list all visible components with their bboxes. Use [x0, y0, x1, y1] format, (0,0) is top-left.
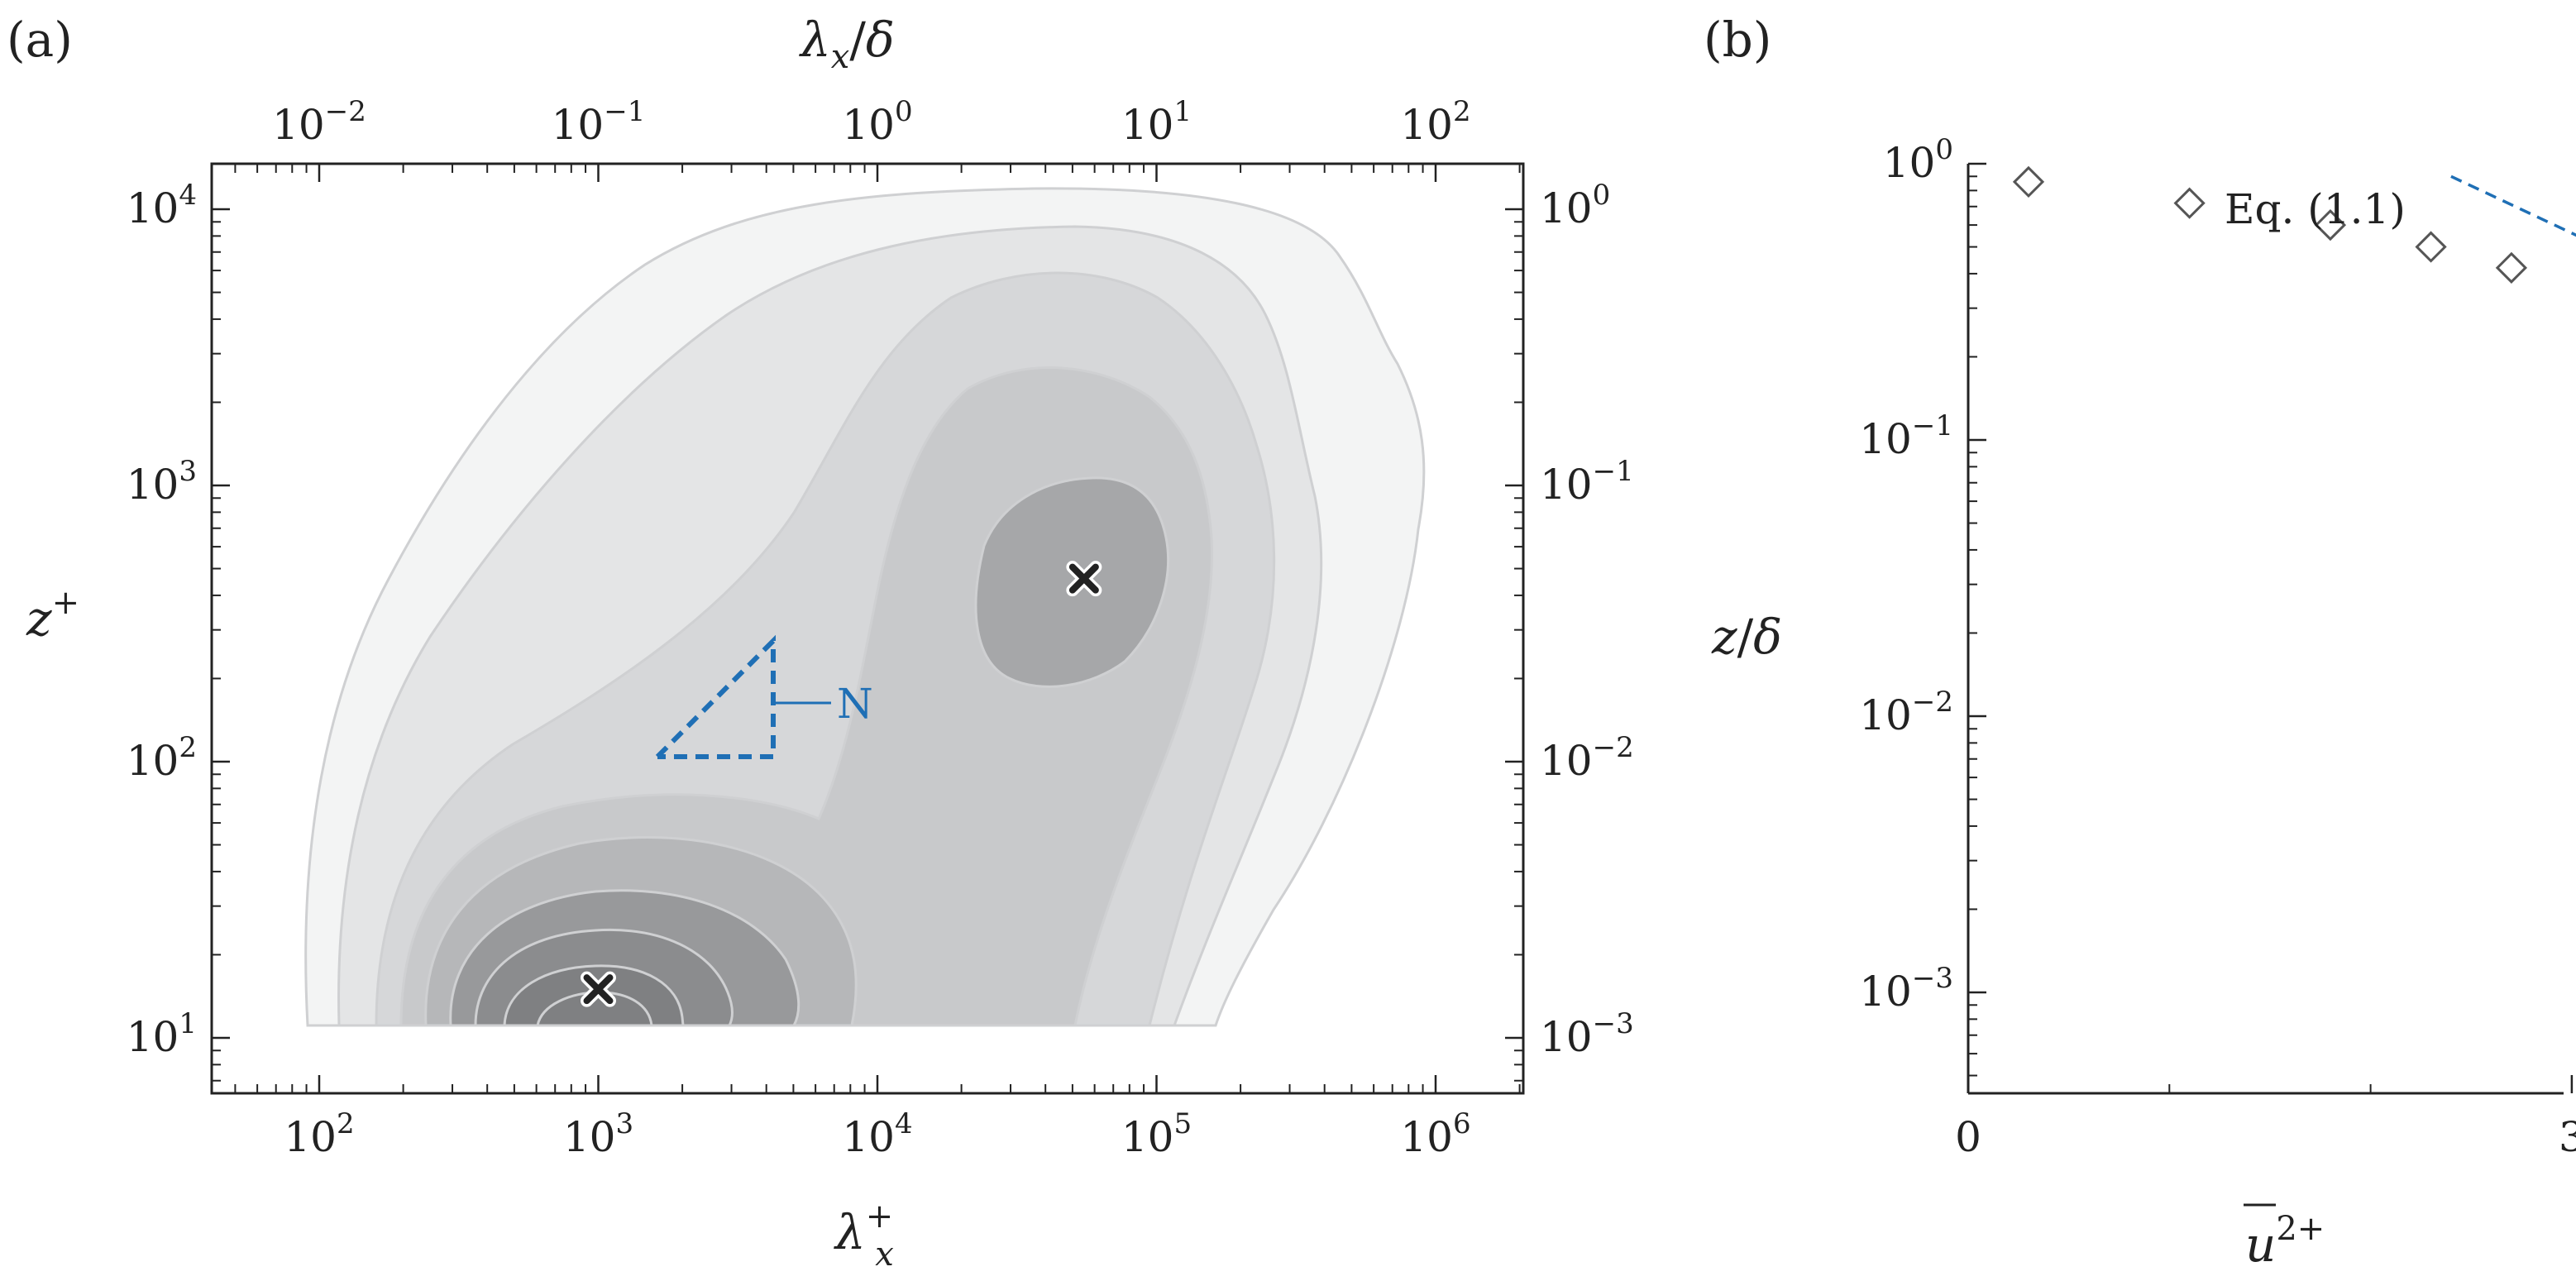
- slope-label-n: N: [837, 680, 873, 728]
- b-y-tick-label: 100: [1883, 133, 1953, 187]
- panel-b-label: (b): [1704, 12, 1771, 68]
- slope-triangle-annotation: N: [655, 634, 873, 759]
- b-y-tick-label: 10−1: [1859, 409, 1953, 463]
- a-bottom-tick-label: 102: [284, 1107, 354, 1161]
- a-bottom-tick-label: 106: [1400, 1107, 1470, 1161]
- panel-a-x-axis-label: λ+ x: [834, 1197, 894, 1274]
- b-x-tick-label: 0: [1955, 1113, 1981, 1161]
- panel-a-contour-plot: 102 103 104 105 106 10−2 10−1 100 101 102 101 102 10…: [26, 12, 1634, 1274]
- b-y-tick-label: 10−2: [1859, 686, 1953, 739]
- marker-stroke: [1068, 563, 1099, 594]
- a-top-tick-label: 10−1: [552, 95, 646, 149]
- a-left-tick-label: 101: [127, 1007, 197, 1061]
- a-right-tick-label: 10−2: [1540, 731, 1634, 785]
- panel-b-x-axis-label: u2+: [2245, 1210, 2325, 1273]
- panel-a-top-axis-label: λx/δ: [799, 12, 895, 76]
- panel-a-ticks: 102 103 104 105 106 10−2 10−1 100 101 102 101 102 10…: [127, 95, 1634, 1161]
- a-left-tick-label: 103: [127, 455, 197, 509]
- data-point-diamond: [2415, 231, 2447, 263]
- data-point-diamond: [2495, 251, 2528, 284]
- equation-label: Eq. (1.1): [2225, 185, 2406, 233]
- a-left-tick-label: 102: [127, 731, 197, 785]
- b-y-tick-label: 10−3: [1859, 962, 1953, 1016]
- a-top-tick-label: 101: [1121, 95, 1192, 149]
- a-bottom-tick-label: 105: [1121, 1107, 1192, 1161]
- a-right-tick-label: 10−1: [1540, 455, 1634, 509]
- a-right-tick-label: 100: [1540, 179, 1610, 232]
- data-point-diamond: [2012, 165, 2045, 198]
- a-bottom-tick-label: 103: [563, 1107, 633, 1161]
- data-point-diamond: [2173, 187, 2206, 219]
- contour-field: [304, 187, 1426, 1027]
- a-bottom-tick-label: 104: [842, 1107, 912, 1161]
- data-point-diamond: [2314, 208, 2347, 241]
- panel-a-label: (a): [7, 12, 73, 68]
- a-left-tick-label: 104: [127, 179, 197, 232]
- panel-b-series: [2012, 165, 2576, 284]
- outer-peak-marker: [1066, 561, 1102, 597]
- a-top-tick-label: 10−2: [272, 95, 366, 149]
- panel-a-y-axis-label: z+: [26, 584, 79, 647]
- panel-a-frame: [210, 162, 1525, 1095]
- b-x-tick-label: 3: [2559, 1113, 2576, 1161]
- panel-b-y-axis-label: z/δ: [1711, 609, 1782, 665]
- a-top-tick-label: 100: [842, 95, 912, 149]
- inner-peak-marker: [581, 971, 616, 1007]
- panel-a-peak-markers: [581, 561, 1102, 1007]
- a-right-tick-label: 10−3: [1540, 1007, 1634, 1061]
- a-top-tick-label: 102: [1400, 95, 1470, 149]
- marker-stroke: [583, 974, 614, 1005]
